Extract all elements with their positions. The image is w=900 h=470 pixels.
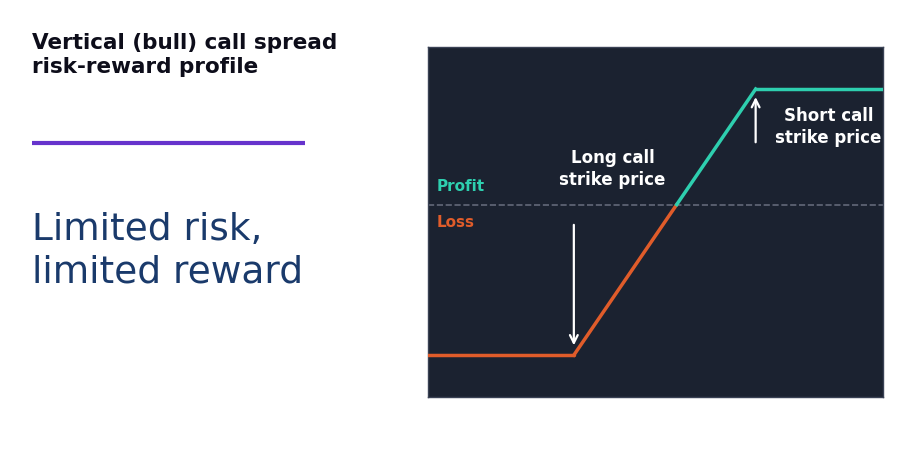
Text: Vertical (bull) call spread
risk-reward profile: Vertical (bull) call spread risk-reward … xyxy=(32,33,337,77)
Text: Long call
strike price: Long call strike price xyxy=(559,149,666,189)
Text: Loss: Loss xyxy=(436,215,474,230)
Text: Profit: Profit xyxy=(436,179,485,194)
Text: Limited risk,
limited reward: Limited risk, limited reward xyxy=(32,212,302,290)
Text: ←——— Stock price ———→: ←——— Stock price ———→ xyxy=(523,421,773,439)
Text: Short call
strike price: Short call strike price xyxy=(775,107,881,147)
